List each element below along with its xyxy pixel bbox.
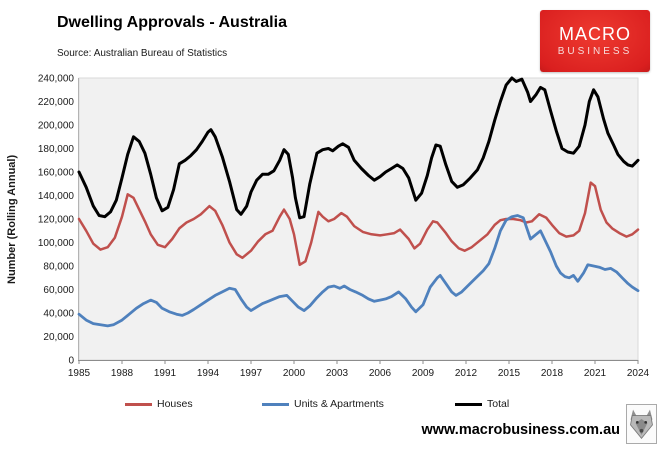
y-tick-label: 200,000 — [38, 121, 75, 132]
logo-text-business: BUSINESS — [557, 45, 633, 57]
series-line-houses — [77, 181, 640, 267]
y-axis-title: Number (Rolling Annual) — [6, 154, 18, 284]
y-tick-label: 80,000 — [43, 262, 74, 273]
x-tick-label: 2024 — [627, 368, 650, 379]
y-tick-label: 60,000 — [43, 285, 74, 296]
legend-label-total: Total — [487, 398, 510, 410]
x-tick-label: 2021 — [584, 368, 607, 379]
legend-item-units: Units & Apartments — [262, 397, 384, 411]
legend-label-units: Units & Apartments — [294, 398, 384, 410]
x-tick-label: 1997 — [240, 368, 263, 379]
houses-line-swatch — [125, 402, 152, 406]
x-tick-label: 2009 — [412, 368, 435, 379]
x-tick-label: 1985 — [68, 368, 91, 379]
y-tick-label: 100,000 — [38, 238, 75, 249]
source-note: Source: Australian Bureau of Statistics — [57, 48, 228, 59]
series-line-units — [77, 214, 640, 328]
wolf-logo-box — [626, 404, 657, 444]
y-tick-label: 20,000 — [43, 332, 74, 343]
y-tick-label: 160,000 — [38, 168, 75, 179]
page-title: Dwelling Approvals - Australia — [57, 14, 287, 31]
legend-label-houses: Houses — [157, 398, 193, 410]
total-line-swatch — [455, 402, 482, 406]
legend-item-houses: Houses — [125, 397, 193, 411]
x-tick-label: 2006 — [369, 368, 392, 379]
x-tick-label: 2018 — [541, 368, 564, 379]
series-line-total — [77, 76, 640, 220]
x-tick-label: 1994 — [197, 368, 220, 379]
macrobusiness-logo: MACRO BUSINESS — [540, 10, 650, 72]
y-tick-label: 140,000 — [38, 191, 75, 202]
x-tick-label: 1988 — [111, 368, 134, 379]
x-tick-label: 2000 — [283, 368, 306, 379]
x-tick-label: 1991 — [154, 368, 177, 379]
y-tick-label: 0 — [68, 356, 74, 367]
y-tick-label: 220,000 — [38, 97, 75, 108]
y-tick-label: 120,000 — [38, 215, 75, 226]
y-tick-label: 240,000 — [38, 74, 75, 85]
website-url: www.macrobusiness.com.au — [421, 422, 621, 438]
y-tick-label: 40,000 — [43, 309, 74, 320]
y-tick-label: 180,000 — [38, 144, 75, 155]
legend-item-total: Total — [455, 397, 509, 411]
legend: Houses Units & Apartments Total — [0, 397, 660, 413]
x-tick-label: 2012 — [455, 368, 478, 379]
wolf-head-icon — [630, 409, 653, 440]
units-line-swatch — [262, 402, 289, 406]
x-tick-label: 2003 — [326, 368, 349, 379]
x-tick-label: 2015 — [498, 368, 521, 379]
logo-text-macro: MACRO — [559, 23, 631, 44]
